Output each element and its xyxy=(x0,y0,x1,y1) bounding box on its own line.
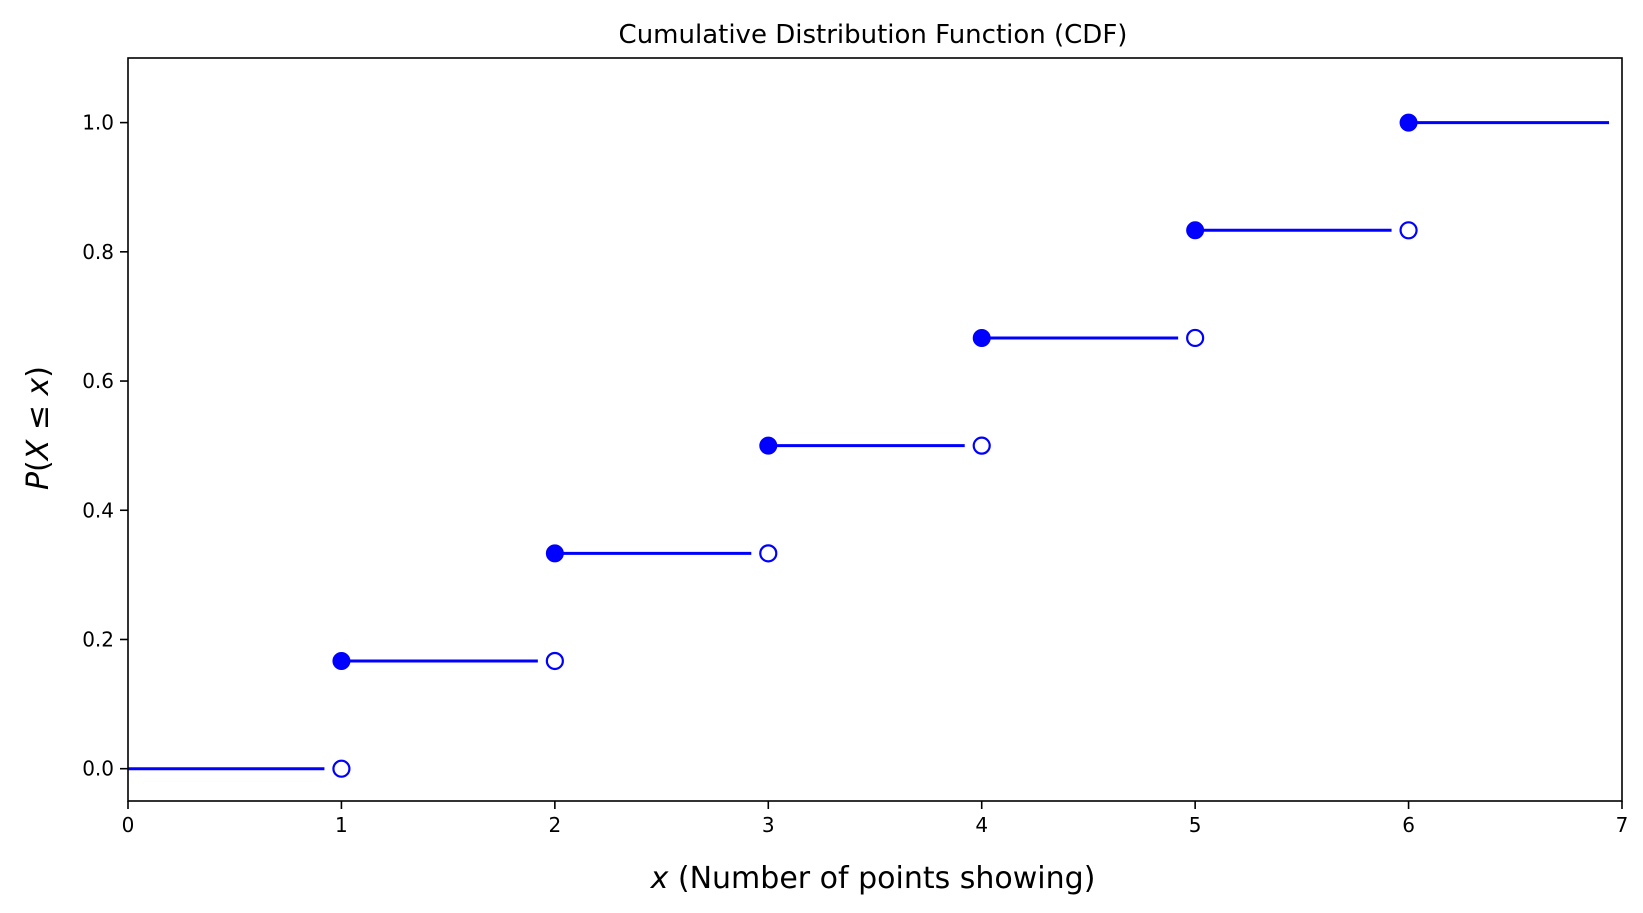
plot-area-frame xyxy=(127,57,1623,802)
x-axis-label-text: (Number of points showing) xyxy=(668,861,1095,896)
closed-point xyxy=(1186,221,1205,240)
x-tick-label: 1 xyxy=(335,813,348,837)
y-tick-label: 0.8 xyxy=(82,240,114,264)
x-tick-label: 6 xyxy=(1402,813,1415,837)
x-axis-label-variable: x xyxy=(650,861,669,896)
y-tick-label: 0.2 xyxy=(82,627,114,651)
open-point xyxy=(1399,221,1418,240)
open-point xyxy=(759,544,778,563)
chart-title: Cumulative Distribution Function (CDF) xyxy=(619,20,1128,50)
y-axis-label-open: ( xyxy=(21,460,56,472)
x-tick-label: 5 xyxy=(1189,813,1202,837)
y-tick-label: 0.0 xyxy=(82,757,114,781)
y-tick-label: 0.4 xyxy=(82,498,114,522)
x-axis-ticks: 0 1 2 3 4 5 6 7 xyxy=(122,801,1629,837)
y-axis-label: P(X ≤ x) xyxy=(21,366,56,490)
y-axis-label-p: P xyxy=(21,471,56,490)
y-tick-label: 1.0 xyxy=(82,111,114,135)
closed-point xyxy=(972,328,991,347)
open-point xyxy=(545,651,564,671)
x-axis-label: x (Number of points showing) xyxy=(650,861,1096,896)
x-tick-label: 0 xyxy=(122,813,135,837)
x-tick-label: 4 xyxy=(975,813,988,837)
y-axis-label-var2: x xyxy=(21,377,56,396)
x-tick-label: 7 xyxy=(1616,813,1629,837)
open-point xyxy=(1186,328,1205,348)
y-axis-label-var1: X xyxy=(21,438,56,462)
y-tick-label: 0.6 xyxy=(82,369,114,393)
open-point xyxy=(332,759,351,778)
y-axis-label-rel: ≤ xyxy=(21,395,56,439)
y-axis-label-close: ) xyxy=(21,366,56,378)
closed-point xyxy=(1399,113,1418,132)
closed-point xyxy=(759,436,778,455)
x-tick-label: 2 xyxy=(548,813,561,837)
open-point xyxy=(972,436,991,455)
y-axis-ticks: 0.0 0.2 0.4 0.6 0.8 1.0 xyxy=(82,111,128,781)
plot-marks xyxy=(128,113,1609,778)
closed-point xyxy=(545,544,564,563)
closed-point xyxy=(332,651,351,670)
x-tick-label: 3 xyxy=(762,813,775,837)
